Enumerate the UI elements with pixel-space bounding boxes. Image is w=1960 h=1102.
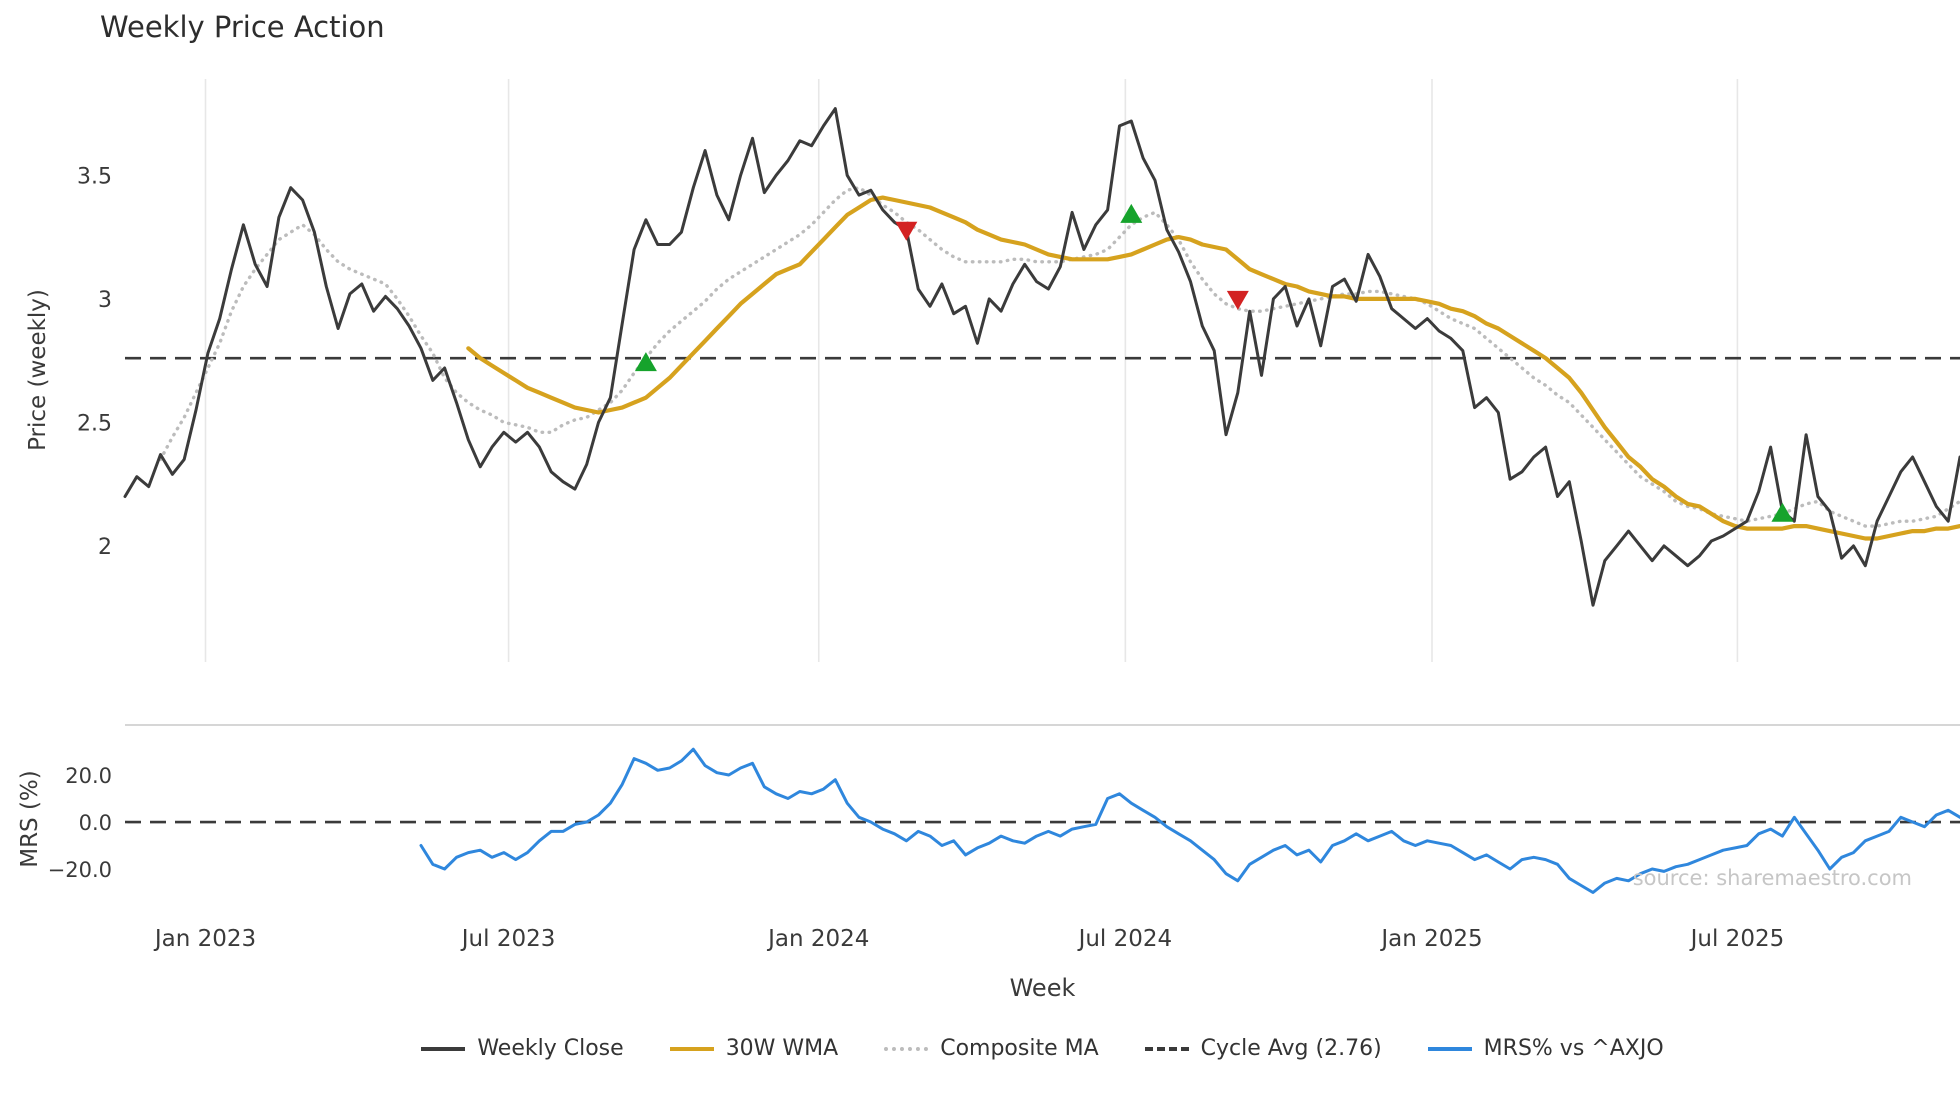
x-axis-label: Week [1009,974,1076,1002]
buy-signal-icon [1771,502,1794,522]
weekly-close-swatch-icon [421,1046,466,1051]
mrs-axis-label: MRS (%) [17,770,43,868]
mrs-ytick-label: 0.0 [79,811,112,835]
30w-wma-line [466,195,1960,541]
xtick-label: Jul 2023 [460,926,556,952]
legend-item-mrs: MRS% vs ^AXJO [1427,1036,1664,1061]
sell-signal-icon [1226,290,1249,310]
legend-item-composite-ma: Composite MA [884,1036,1099,1061]
composite-ma-swatch-icon [884,1046,929,1051]
legend-label: Weekly Close [477,1036,624,1061]
xtick-label: Jan 2025 [1379,926,1482,952]
chart-title: Weekly Price Action [100,10,385,44]
price-ytick-label: 2 [98,535,112,560]
price-ytick-label: 3 [98,288,112,313]
wma-swatch-icon [669,1046,714,1051]
legend-label: Composite MA [940,1036,1099,1061]
chart-legend: Weekly Close 30W WMA Composite MA Cycle … [125,1036,1960,1061]
weekly-close-line [123,107,1960,607]
legend-label: Cycle Avg (2.76) [1200,1036,1382,1061]
legend-label: MRS% vs ^AXJO [1483,1036,1664,1061]
mrs-swatch-icon [1427,1046,1472,1051]
legend-item-cycle-avg: Cycle Avg (2.76) [1144,1036,1382,1061]
mrs-ytick-label: −20.0 [48,858,112,882]
cycle-avg-swatch-icon [1144,1046,1189,1051]
legend-item-30w-wma: 30W WMA [669,1036,839,1061]
price-ytick-label: 3.5 [77,164,112,189]
xtick-label: Jan 2023 [153,926,256,952]
buy-signal-icon [634,352,657,372]
price-axis-label: Price (weekly) [25,289,51,451]
buy-signal-icon [1120,203,1143,223]
mrs-ytick-label: 20.0 [65,764,112,788]
sell-signal-icon [895,221,918,241]
mrs-vs-axjo-line [419,747,1960,894]
xtick-label: Jul 2024 [1077,926,1173,952]
price-ytick-label: 2.5 [77,411,112,436]
xtick-label: Jan 2024 [766,926,869,952]
legend-item-weekly-close: Weekly Close [421,1036,624,1061]
composite-ma-line [158,185,1960,528]
legend-label: 30W WMA [725,1036,839,1061]
source-watermark: source: sharemaestro.com [1632,866,1912,890]
xtick-label: Jul 2025 [1689,926,1785,952]
